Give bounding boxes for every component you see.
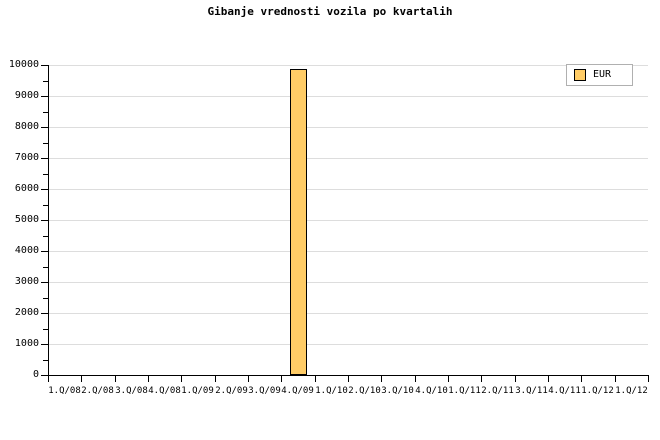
chart-title: Gibanje vrednosti vozila po kvartalih [207, 5, 453, 18]
x-axis-label: 3.Q/08 [115, 386, 148, 396]
y-axis-label: 2000 [0, 308, 39, 318]
legend-label: EUR [593, 69, 612, 80]
x-axis-tick [415, 376, 416, 382]
y-axis-label: 1000 [0, 339, 39, 349]
y-axis-tick [41, 189, 48, 190]
y-axis-tick [41, 251, 48, 252]
x-axis-tick [281, 376, 282, 382]
x-axis-label: 4.Q/09 [281, 386, 314, 396]
x-axis-label: 1.Q/08 [48, 386, 81, 396]
y-axis-label-text: 8000 [14, 121, 39, 132]
x-axis-label: 1.Q/12 [581, 386, 614, 396]
y-axis-label-text: 2000 [14, 307, 39, 318]
x-axis-label: 4.Q/10 [415, 386, 448, 396]
y-axis-label: 7000 [0, 153, 39, 163]
y-axis-label: 6000 [0, 184, 39, 194]
y-axis-label: 9000 [0, 91, 39, 101]
y-axis-tick [41, 65, 48, 66]
x-axis-label: 3.Q/11 [515, 386, 548, 396]
x-axis-label: 2.Q/08 [81, 386, 114, 396]
y-axis-tick [41, 282, 48, 283]
x-axis-tick [115, 376, 116, 382]
x-axis-tick [615, 376, 616, 382]
y-axis-tick [41, 96, 48, 97]
x-axis-tick [581, 376, 582, 382]
y-axis-minor-tick [43, 143, 48, 144]
y-axis-minor-tick [43, 329, 48, 330]
y-axis-label-text: 7000 [14, 152, 39, 163]
legend-swatch-icon [574, 69, 586, 81]
gridline [48, 313, 648, 314]
y-axis-minor-tick [43, 267, 48, 268]
x-axis-label: 4.Q/11 [548, 386, 581, 396]
x-axis-tick [81, 376, 82, 382]
y-axis-minor-tick [43, 174, 48, 175]
y-axis-minor-tick [43, 112, 48, 113]
y-axis-minor-tick [43, 205, 48, 206]
y-axis-label: 5000 [0, 215, 39, 225]
x-axis-tick [348, 376, 349, 382]
legend[interactable]: EUR [566, 64, 633, 86]
x-axis-label: 1.Q/10 [315, 386, 348, 396]
gridline [48, 282, 648, 283]
y-axis-label-text: 3000 [14, 276, 39, 287]
gridline [48, 65, 648, 66]
x-axis-label: 2.Q/11 [481, 386, 514, 396]
y-axis-label-text: 10000 [8, 59, 39, 70]
x-axis-tick [381, 376, 382, 382]
x-axis-label: 1.Q/12 [615, 386, 648, 396]
gridline [48, 251, 648, 252]
y-axis-tick [41, 313, 48, 314]
y-axis-tick [41, 344, 48, 345]
y-axis-minor-tick [43, 81, 48, 82]
x-axis-tick [648, 376, 649, 382]
x-axis-label: 1.Q/11 [448, 386, 481, 396]
bar[interactable] [290, 69, 307, 375]
x-axis-tick [515, 376, 516, 382]
x-axis-label: 1.Q/09 [181, 386, 214, 396]
y-axis-label-text: 9000 [14, 90, 39, 101]
y-axis-label: 4000 [0, 246, 39, 256]
gridline [48, 158, 648, 159]
y-axis-line [48, 65, 49, 376]
x-axis-line [48, 375, 649, 376]
x-axis-tick [215, 376, 216, 382]
y-axis-tick [41, 375, 48, 376]
x-axis-tick [548, 376, 549, 382]
x-axis-label: 2.Q/10 [348, 386, 381, 396]
x-axis-label: 3.Q/09 [248, 386, 281, 396]
x-axis-tick [481, 376, 482, 382]
y-axis-tick [41, 220, 48, 221]
y-axis-label-text: 5000 [14, 214, 39, 225]
y-axis-label: 8000 [0, 122, 39, 132]
y-axis-tick [41, 127, 48, 128]
x-axis-label: 3.Q/10 [381, 386, 414, 396]
x-axis-label: 4.Q/08 [148, 386, 181, 396]
gridline [48, 189, 648, 190]
y-axis-label-text: 1000 [14, 338, 39, 349]
y-axis-minor-tick [43, 298, 48, 299]
x-axis-tick [181, 376, 182, 382]
gridline [48, 220, 648, 221]
gridline [48, 96, 648, 97]
gridline [48, 127, 648, 128]
plot-area [48, 65, 648, 375]
y-axis-label: 3000 [0, 277, 39, 287]
y-axis-label: 10000 [0, 60, 39, 70]
y-axis-minor-tick [43, 360, 48, 361]
y-axis-label-text: 6000 [14, 183, 39, 194]
y-axis-label-text: 0 [32, 369, 39, 380]
x-axis-tick [248, 376, 249, 382]
x-axis-tick [448, 376, 449, 382]
x-axis-tick [148, 376, 149, 382]
gridline [48, 344, 648, 345]
y-axis-minor-tick [43, 236, 48, 237]
y-axis-label: 0 [0, 370, 39, 380]
x-axis-tick [315, 376, 316, 382]
x-axis-label: 2.Q/09 [215, 386, 248, 396]
y-axis-tick [41, 158, 48, 159]
x-axis-tick [48, 376, 49, 382]
y-axis-label-text: 4000 [14, 245, 39, 256]
